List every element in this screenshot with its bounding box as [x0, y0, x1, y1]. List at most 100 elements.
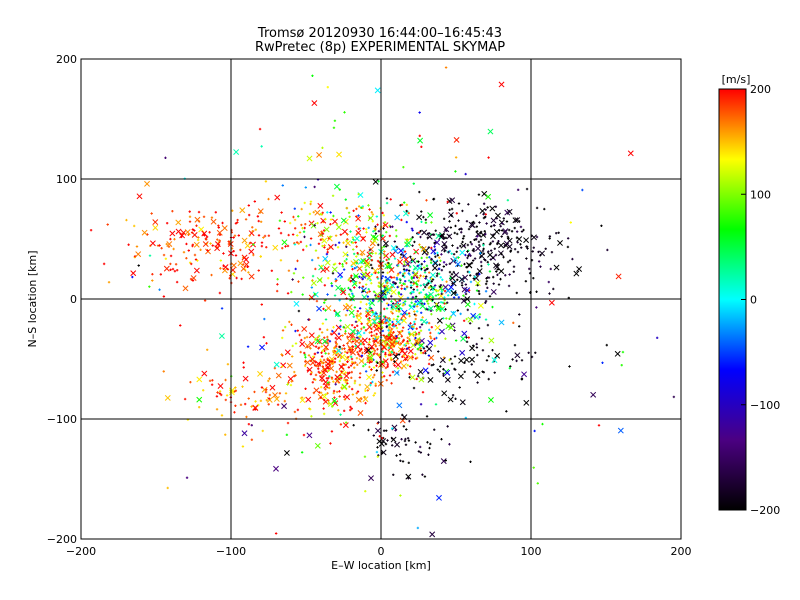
- data-point: [377, 284, 380, 288]
- data-point: [206, 249, 209, 252]
- data-point: [347, 211, 351, 214]
- data-point: [353, 361, 356, 365]
- data-point: [286, 421, 290, 425]
- data-point: [305, 335, 309, 339]
- data-point: [232, 236, 235, 239]
- data-point: [490, 225, 493, 228]
- data-point: [374, 225, 377, 228]
- data-point: [439, 259, 442, 262]
- data-point: [496, 242, 499, 246]
- data-point: [347, 293, 351, 296]
- data-point: [374, 382, 377, 386]
- chart-title-line-1: Tromsø 20120930 16:44:00–16:45:43: [257, 26, 502, 41]
- data-point: [362, 331, 366, 335]
- data-point: [440, 268, 444, 272]
- colorbar-tick-label: −200: [750, 504, 780, 517]
- data-point: [532, 466, 535, 469]
- data-point-cross: [273, 361, 280, 368]
- data-point: [423, 295, 426, 299]
- data-point: [481, 370, 484, 373]
- data-point: [391, 312, 394, 315]
- data-point: [321, 232, 325, 235]
- data-point: [319, 385, 323, 389]
- data-point: [475, 289, 479, 292]
- data-point: [456, 278, 459, 282]
- data-point: [508, 259, 512, 262]
- data-point: [315, 299, 319, 303]
- data-point: [381, 329, 385, 333]
- data-point: [389, 353, 392, 357]
- data-point-cross: [309, 356, 316, 363]
- data-point: [346, 360, 349, 363]
- data-point: [537, 260, 541, 263]
- data-point: [355, 261, 358, 265]
- data-point: [165, 221, 169, 225]
- data-point: [279, 259, 283, 262]
- data-point: [317, 242, 321, 245]
- data-point: [348, 371, 351, 374]
- data-point: [333, 396, 336, 399]
- data-point: [345, 206, 349, 210]
- data-point-cross: [299, 341, 306, 347]
- data-point: [414, 250, 417, 254]
- data-point: [407, 477, 410, 480]
- data-point: [448, 262, 452, 266]
- data-point: [296, 408, 300, 412]
- data-point: [352, 315, 355, 318]
- data-point: [430, 258, 433, 261]
- data-point: [394, 229, 398, 232]
- data-point: [484, 282, 488, 286]
- data-point: [373, 227, 376, 230]
- data-point: [343, 259, 346, 263]
- data-point: [429, 335, 432, 338]
- data-point: [425, 283, 429, 287]
- data-point: [446, 425, 449, 428]
- data-point-cross: [361, 337, 368, 344]
- data-point: [324, 318, 328, 321]
- data-point-cross: [439, 357, 446, 364]
- data-point: [484, 213, 487, 216]
- data-point: [515, 230, 519, 233]
- data-point: [467, 227, 471, 231]
- data-point: [251, 226, 254, 229]
- data-point-cross: [334, 374, 341, 381]
- data-point: [260, 145, 263, 148]
- data-point: [368, 331, 371, 334]
- data-point: [448, 358, 451, 362]
- data-point-cross: [221, 225, 228, 232]
- data-point: [268, 377, 271, 380]
- data-point: [356, 351, 359, 354]
- data-point: [381, 326, 384, 329]
- data-point: [525, 187, 529, 191]
- data-point: [601, 361, 604, 364]
- data-point-cross: [366, 354, 373, 361]
- data-point: [429, 331, 432, 335]
- data-point: [388, 351, 391, 354]
- data-point-cross: [318, 264, 325, 271]
- data-point: [466, 250, 469, 253]
- data-point: [403, 287, 406, 291]
- data-point-cross: [229, 387, 235, 394]
- data-point: [202, 215, 206, 218]
- data-point: [334, 340, 337, 344]
- data-point: [355, 255, 358, 258]
- data-point-cross: [286, 362, 293, 369]
- data-point: [491, 348, 494, 352]
- data-point: [355, 314, 358, 318]
- data-point: [162, 253, 166, 257]
- data-point-cross: [369, 300, 376, 306]
- data-point: [193, 253, 197, 257]
- data-point: [235, 276, 238, 280]
- data-point: [195, 224, 198, 227]
- data-point: [454, 291, 457, 294]
- data-point: [343, 111, 346, 114]
- data-point: [363, 395, 366, 399]
- data-point: [535, 290, 538, 293]
- data-point-cross: [420, 246, 427, 252]
- data-point: [483, 229, 486, 233]
- data-point: [388, 326, 392, 329]
- data-point-cross: [627, 150, 634, 157]
- data-point-cross: [442, 284, 449, 291]
- data-point: [276, 283, 279, 286]
- data-point: [323, 284, 327, 287]
